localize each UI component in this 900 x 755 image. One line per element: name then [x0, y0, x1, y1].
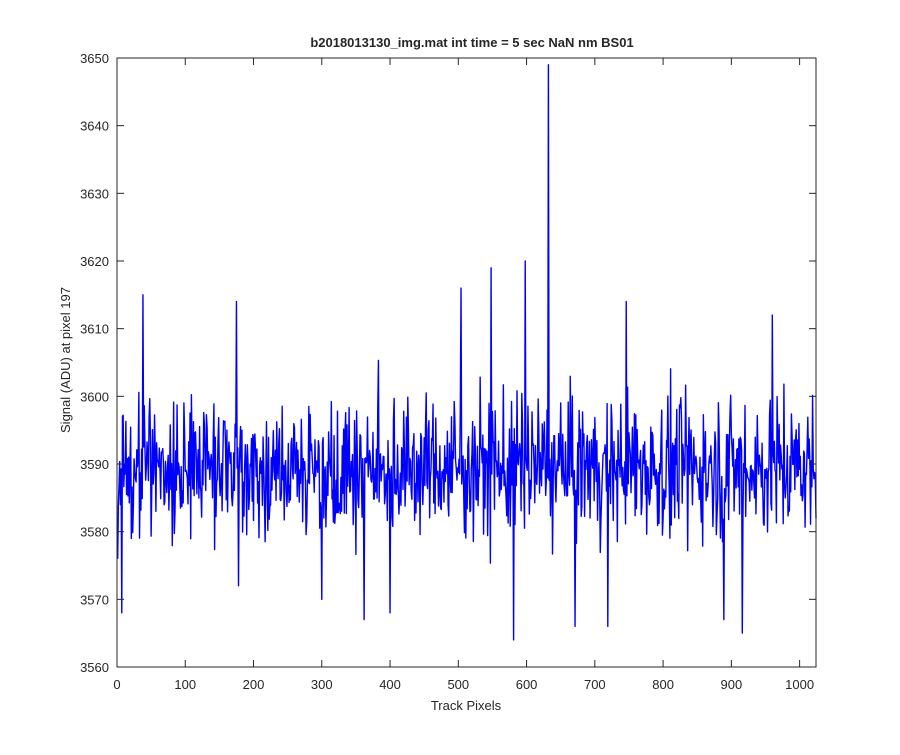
x-tick-label: 400	[379, 677, 401, 692]
y-axis-label: Signal (ADU) at pixel 197	[58, 287, 73, 433]
y-tick-label: 3620	[80, 254, 109, 269]
x-tick-label: 600	[516, 677, 538, 692]
x-axis-label: Track Pixels	[431, 698, 502, 713]
x-tick-label: 200	[243, 677, 265, 692]
y-tick-label: 3580	[80, 525, 109, 540]
y-tick-label: 3590	[80, 457, 109, 472]
x-tick-label: 1000	[785, 677, 814, 692]
x-tick-label: 900	[721, 677, 743, 692]
x-tick-label: 800	[652, 677, 674, 692]
chart-title: b2018013130_img.mat int time = 5 sec NaN…	[310, 35, 633, 50]
y-tick-label: 3640	[80, 119, 109, 134]
y-tick-label: 3630	[80, 186, 109, 201]
y-tick-label: 3610	[80, 322, 109, 337]
y-tick-label: 3570	[80, 592, 109, 607]
y-tick-label: 3650	[80, 51, 109, 66]
plot-area	[117, 58, 816, 667]
axes-box	[116, 57, 817, 668]
x-tick-label: 300	[311, 677, 333, 692]
y-tick-label: 3600	[80, 389, 109, 404]
tick-layer: 0 100 200 300 400 500 600 700 800 900 1000 3560 3570…	[80, 51, 816, 692]
signal-series-line	[116, 64, 817, 641]
x-tick-label: 500	[447, 677, 469, 692]
x-tick-label: 100	[174, 677, 196, 692]
y-tick-label: 3560	[80, 660, 109, 675]
x-tick-label: 700	[584, 677, 606, 692]
series-layer	[116, 64, 817, 641]
x-tick-label: 0	[113, 677, 120, 692]
